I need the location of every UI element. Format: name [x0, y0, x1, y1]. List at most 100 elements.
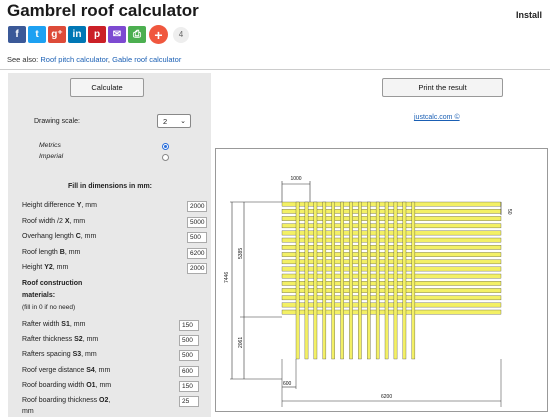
imperial-radio[interactable]	[162, 154, 169, 161]
rafter	[331, 201, 335, 360]
dimension-label-unit: , mm	[69, 217, 86, 225]
material-label: Rafters spacing S3, mm	[22, 351, 97, 358]
dim-right: 50	[506, 209, 512, 215]
drawing-scale-select[interactable]: 2 ⌄	[157, 114, 191, 128]
print-icon[interactable]: ⎙	[128, 26, 146, 43]
materials-heading-2: materials:	[22, 292, 56, 299]
justcalc-link[interactable]: justcalc.com ©	[414, 114, 460, 121]
drawing-scale-label: Drawing scale:	[34, 118, 80, 125]
material-label-unit: , mm	[81, 351, 97, 359]
material-input[interactable]: 500	[179, 350, 199, 362]
rafter	[358, 201, 362, 360]
material-label: Roof boarding width O1, mm	[22, 382, 111, 389]
material-input[interactable]: 150	[179, 380, 199, 392]
dimension-input[interactable]: 2000	[187, 263, 207, 274]
roof-board	[281, 288, 502, 293]
dimension-label-unit: , mm	[52, 264, 69, 271]
dimension-label-text: Roof width /2	[22, 217, 65, 225]
gambrel-roof-diagram: 1000 50 7446 5385 2061 600 6200	[224, 176, 512, 407]
roof-board	[281, 230, 502, 236]
email-icon[interactable]: ✉	[108, 26, 126, 43]
dim-upper-height: 5385	[238, 248, 244, 259]
material-label-key: S1	[61, 321, 70, 328]
see-also: See also: Roof pitch calculator, Gable r…	[7, 55, 181, 64]
page-title: Gambrel roof calculator	[7, 1, 199, 20]
roof-board	[281, 302, 502, 308]
dimension-label-unit: , mm	[64, 248, 81, 256]
metrics-radio[interactable]	[162, 143, 169, 150]
roof-board	[281, 252, 502, 257]
dimension-input[interactable]: 2000	[187, 201, 207, 212]
calculate-button[interactable]: Calculate	[70, 78, 144, 97]
dimension-label-key: Y2	[44, 264, 53, 271]
materials-heading: Roof construction	[22, 280, 83, 287]
rafter	[402, 201, 407, 360]
material-label-unit: , mm	[82, 336, 99, 344]
share-bar: f t g⁺ in p ✉ ⎙ +4	[8, 25, 189, 44]
dimension-label-key: X	[64, 217, 70, 225]
imperial-label: Imperial	[39, 153, 64, 160]
material-label: Roof boarding thickness O2,	[22, 397, 110, 404]
material-label-unit: ,	[108, 397, 111, 404]
roof-board	[281, 245, 502, 250]
rafter	[349, 201, 353, 360]
print-result-button[interactable]: Print the result	[382, 78, 503, 97]
dimension-label-unit: , mm	[80, 233, 97, 240]
dimension-label-text: Overhang length	[22, 233, 76, 240]
roof-board	[281, 237, 502, 243]
rafter	[384, 201, 389, 360]
roof-board	[281, 273, 502, 279]
more-share-icon[interactable]: +	[149, 25, 168, 44]
share-count: 4	[173, 26, 189, 43]
material-label: Rafter thickness S2, mm	[22, 336, 98, 343]
dimension-label: Height Y2, mm	[22, 264, 68, 271]
roof-board	[281, 309, 502, 315]
dim-top: 1000	[290, 176, 301, 182]
facebook-icon[interactable]: f	[8, 26, 26, 43]
see-also-prefix: See also:	[7, 55, 39, 64]
dimension-label-text: Roof length	[22, 248, 60, 256]
material-label-text: Rafters spacing	[22, 351, 73, 359]
dimension-label: Overhang length C, mm	[22, 233, 96, 240]
rafter	[304, 201, 309, 360]
dimension-input[interactable]: 5000	[187, 216, 207, 228]
roof-board	[281, 281, 502, 286]
material-label-text: Roof boarding thickness	[22, 397, 100, 404]
material-input[interactable]: 25	[179, 396, 199, 407]
material-label-text: Roof boarding width	[22, 381, 87, 389]
dimension-label-text: Height difference	[22, 202, 77, 209]
dim-bottom-length: 6200	[381, 394, 392, 400]
chevron-down-icon: ⌄	[180, 118, 186, 125]
rafter	[340, 201, 344, 360]
dimension-input[interactable]: 500	[187, 232, 207, 243]
dim-total-height: 7446	[224, 272, 230, 283]
material-input[interactable]: 150	[179, 320, 199, 331]
material-input[interactable]: 500	[179, 335, 199, 347]
fill-dimensions-heading: Fill in dimensions in mm:	[68, 183, 153, 190]
roof-board	[281, 223, 502, 229]
linkedin-icon[interactable]: in	[68, 26, 86, 43]
dim-bottom-left: 600	[283, 381, 292, 387]
google-plus-icon[interactable]: g⁺	[48, 26, 66, 43]
material-input[interactable]: 600	[179, 365, 199, 377]
material-label-key: S3	[72, 351, 82, 359]
pinterest-icon[interactable]: p	[88, 26, 106, 43]
dimension-label-key: B	[59, 248, 65, 256]
dimension-label-text: Height	[22, 264, 45, 271]
gable-roof-calculator-link[interactable]: Gable roof calculator	[112, 55, 182, 64]
material-label-key: O2	[99, 397, 109, 404]
dimension-label: Roof width /2 X, mm	[22, 218, 85, 225]
twitter-icon[interactable]: t	[28, 26, 46, 43]
install-button[interactable]: Install	[515, 10, 542, 20]
material-label-unit: , mm	[69, 321, 86, 328]
material-label-text: Rafter width	[22, 321, 62, 328]
material-label: Rafter width S1, mm	[22, 321, 85, 328]
dimension-input[interactable]: 6200	[187, 247, 207, 259]
material-label-text: Roof verge distance	[22, 366, 87, 374]
input-panel: Calculate Drawing scale: 2 ⌄ Metrics Imp…	[8, 73, 211, 417]
rafter	[322, 201, 327, 360]
dimension-label-key: C	[75, 233, 81, 240]
dimension-label-key: Y	[76, 202, 82, 209]
material-label-unit: , mm	[94, 366, 111, 374]
roof-pitch-calculator-link[interactable]: Roof pitch calculator	[40, 55, 108, 64]
